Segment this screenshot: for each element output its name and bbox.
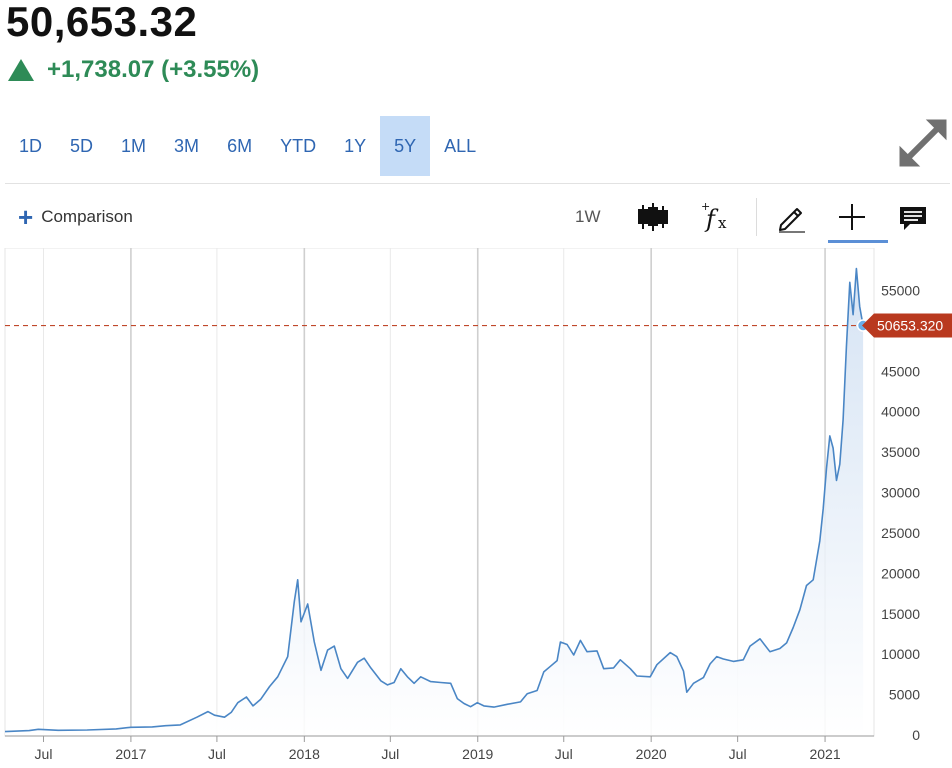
x-tick-label-month: Jul: [35, 746, 53, 762]
range-all-button[interactable]: ALL: [444, 136, 477, 156]
y-tick-label: 10000: [881, 646, 920, 662]
time-range-selector: 1D 5D 1M 3M 6M YTD 1Y 5Y ALL: [5, 116, 490, 176]
expand-fullscreen-icon[interactable]: [896, 116, 950, 170]
range-3m-button[interactable]: 3M: [174, 136, 200, 156]
x-tick-label-month: Jul: [555, 746, 573, 762]
range-1m-button[interactable]: 1M: [121, 136, 147, 156]
price-series-line: [4, 267, 864, 733]
y-tick-label: 20000: [881, 565, 920, 581]
price-chart[interactable]: 50653.320 0 5000 10000 15000 20000 25000 30000…: [0, 248, 952, 768]
y-tick-label: 45000: [881, 363, 920, 379]
svg-text:f: f: [704, 205, 719, 233]
candlestick-icon[interactable]: [636, 200, 670, 239]
comparison-label: Comparison: [41, 207, 133, 226]
price-area: [5, 268, 864, 735]
price-line-layer: [4, 267, 864, 733]
y-tick-label: 25000: [881, 525, 920, 541]
last-price-label: 50653.320: [877, 318, 943, 334]
x-tick-label-year: 2017: [115, 746, 146, 762]
range-5d-button[interactable]: 5D: [70, 136, 94, 156]
price-change: +1,738.07 (+3.55%): [47, 56, 260, 83]
current-price: 50,653.32: [6, 0, 198, 45]
range-1y-button[interactable]: 1Y: [344, 136, 367, 156]
svg-text:x: x: [718, 214, 727, 232]
y-tick-label: 15000: [881, 606, 920, 622]
y-axis: 0 5000 10000 15000 20000 25000 30000 35000 40000…: [881, 282, 920, 743]
header-divider: [5, 183, 950, 184]
y-tick-label: 30000: [881, 485, 920, 501]
range-ytd-button[interactable]: YTD: [280, 136, 317, 156]
y-tick-label: 0: [912, 727, 920, 743]
price-area-fill: [5, 268, 864, 735]
y-tick-label: 5000: [889, 687, 920, 703]
crosshair-icon[interactable]: [835, 200, 869, 239]
x-tick-label-year: 2018: [289, 746, 320, 762]
function-fx-icon[interactable]: + f x: [700, 200, 734, 239]
plus-icon: +: [18, 202, 34, 232]
range-1d-button[interactable]: 1D: [19, 136, 43, 156]
x-axis: Jul 2017 Jul 2018 Jul 2019 Jul 2020 Jul 2021: [35, 736, 841, 762]
up-triangle-icon: [8, 59, 34, 81]
y-tick-label: 40000: [881, 404, 920, 420]
x-tick-label-year: 2019: [462, 746, 493, 762]
y-tick-label: 55000: [881, 282, 920, 298]
pencil-draw-icon[interactable]: [775, 200, 809, 239]
comparison-button[interactable]: + Comparison: [18, 202, 133, 232]
x-tick-label-year: 2021: [809, 746, 840, 762]
range-5y-button[interactable]: 5Y: [380, 116, 431, 176]
chart-toolbar: + Comparison 1W + f x: [0, 190, 952, 246]
x-tick-label-month: Jul: [208, 746, 226, 762]
svg-text:+: +: [701, 200, 710, 213]
range-6m-button[interactable]: 6M: [227, 136, 253, 156]
price-change-row: +1,738.07 (+3.55%): [8, 55, 259, 85]
last-price-tag: [862, 313, 952, 338]
toolbar-divider: [756, 198, 757, 236]
interval-button[interactable]: 1W: [575, 207, 601, 226]
last-price-layer: 50653.320: [5, 313, 952, 338]
plot-frame: [4, 248, 875, 737]
x-tick-label-year: 2020: [636, 746, 667, 762]
comment-icon[interactable]: [896, 200, 930, 239]
y-tick-label: 35000: [881, 444, 920, 460]
x-tick-label-month: Jul: [381, 746, 399, 762]
x-tick-label-month: Jul: [729, 746, 747, 762]
crosshair-active-indicator: [828, 240, 888, 243]
chart-grid: [42, 248, 826, 735]
